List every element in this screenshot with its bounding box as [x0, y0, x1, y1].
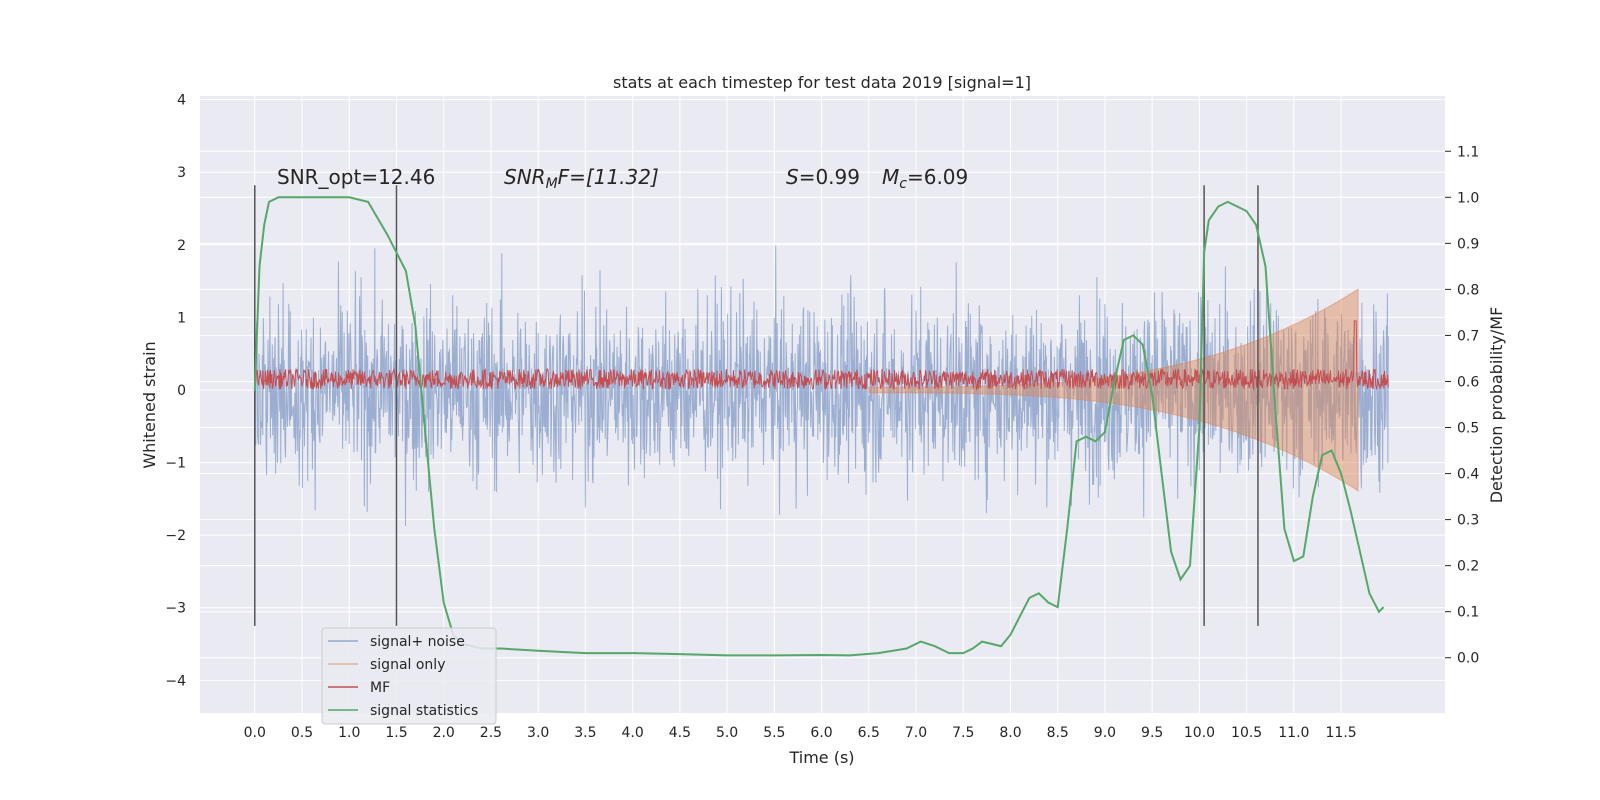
x-tick-label: 9.0 [1094, 725, 1116, 741]
legend-label-signal-only: signal only [370, 657, 445, 673]
x-tick-label: 10.5 [1231, 725, 1262, 741]
x-tick-label: 3.5 [574, 725, 596, 741]
legend: signal+ noise signal only MF signal stat… [321, 627, 497, 725]
y-axis-left-ticks: 4 3 2 1 0 −1 −2 −3 −4 [165, 93, 186, 690]
x-tick-label: 0.0 [244, 725, 266, 741]
x-tick-label: 7.0 [905, 725, 927, 741]
y-right-tick-label: 0.9 [1457, 236, 1479, 252]
y-left-tick-label: −3 [165, 601, 186, 617]
annotation-mc-symbol: M [882, 165, 899, 189]
y-axis-right-label: Detection probability/MF [1487, 307, 1506, 504]
x-tick-label: 7.5 [952, 725, 974, 741]
y-left-tick-label: 1 [177, 310, 186, 326]
y-left-tick-label: −2 [165, 528, 186, 544]
y-right-tick-label: 0.2 [1457, 559, 1479, 575]
annotation-mc: Mc=6.09 [882, 165, 968, 192]
annotation-mc-sub: c [899, 176, 907, 192]
x-axis-ticks: 0.0 0.5 1.0 1.5 2.0 2.5 3.0 3.5 4.0 4.5 5.0 5.5 6.0 6… [244, 725, 1357, 741]
x-tick-label: 9.5 [1141, 725, 1163, 741]
y-right-tick-label: 0.3 [1457, 513, 1479, 529]
x-tick-label: 4.0 [621, 725, 643, 741]
y-right-tick-label: 1.1 [1457, 144, 1479, 160]
signal-statistics-line [253, 196, 1385, 657]
annotation-snr-mf-symbol: SNR [504, 165, 546, 189]
legend-label-mf: MF [370, 680, 390, 696]
annotation-s: S=0.99 [786, 165, 860, 189]
x-tick-label: 6.0 [810, 725, 832, 741]
legend-box [321, 627, 497, 725]
y-left-tick-label: −1 [165, 456, 186, 472]
grid [200, 96, 1445, 713]
mf-line [254, 320, 1389, 392]
legend-label-signal-noise: signal+ noise [370, 634, 465, 650]
annotation-mc-value: =6.09 [907, 165, 968, 189]
legend-label-signal-statistics: signal statistics [370, 703, 478, 719]
x-tick-label: 11.5 [1326, 725, 1357, 741]
x-tick-label: 5.5 [763, 725, 785, 741]
signal-noise-line [254, 245, 1389, 526]
x-tick-label: 6.5 [858, 725, 880, 741]
x-tick-label: 3.0 [527, 725, 549, 741]
x-tick-label: 1.5 [385, 725, 407, 741]
x-tick-label: 1.0 [338, 725, 360, 741]
annotation-snr-mf-value: F=[11.32] [558, 165, 659, 189]
x-tick-label: 8.0 [999, 725, 1021, 741]
y-right-tick-label: 0.0 [1457, 651, 1479, 667]
annotation-s-value: =0.99 [799, 165, 860, 189]
y-right-tick-label: 1.0 [1457, 190, 1479, 206]
y-left-tick-label: 3 [177, 165, 186, 181]
y-right-tick-label: 0.7 [1457, 328, 1479, 344]
x-tick-label: 2.0 [433, 725, 455, 741]
x-tick-label: 10.0 [1184, 725, 1215, 741]
x-tick-label: 2.5 [480, 725, 502, 741]
annotation-snr-mf: SNRMF=[11.32] [504, 165, 659, 192]
y-right-tick-label: 0.5 [1457, 421, 1479, 437]
x-tick-label: 0.5 [291, 725, 313, 741]
x-tick-label: 8.5 [1047, 725, 1069, 741]
annotation-s-symbol: S [786, 165, 799, 189]
y-left-tick-label: 2 [177, 238, 186, 254]
x-axis-label: Time (s) [788, 748, 854, 767]
y-right-tick-label: 0.8 [1457, 282, 1479, 298]
annotation-snr-mf-sub: M [546, 176, 558, 192]
y-right-tick-label: 0.6 [1457, 374, 1479, 390]
y-axis-left-label: Whitened strain [140, 341, 159, 468]
x-tick-label: 11.0 [1278, 725, 1309, 741]
chart-title: stats at each timestep for test data 201… [613, 73, 1031, 92]
x-tick-label: 5.0 [716, 725, 738, 741]
y-left-tick-label: −4 [165, 673, 186, 689]
signal-statistics-series [253, 196, 1385, 657]
mf-series [254, 320, 1389, 392]
y-axis-right-ticks: 1.1 1.0 0.9 0.8 0.7 0.6 0.5 0.4 0.3 0.2 0.1 0.0 [1445, 144, 1479, 667]
signal-noise-series [254, 245, 1389, 526]
y-right-tick-label: 0.4 [1457, 467, 1479, 483]
x-tick-label: 4.5 [669, 725, 691, 741]
y-left-tick-label: 0 [177, 383, 186, 399]
annotation-snr-opt: SNR_opt=12.46 [277, 165, 435, 189]
y-right-tick-label: 0.1 [1457, 605, 1479, 621]
y-left-tick-label: 4 [177, 93, 186, 109]
